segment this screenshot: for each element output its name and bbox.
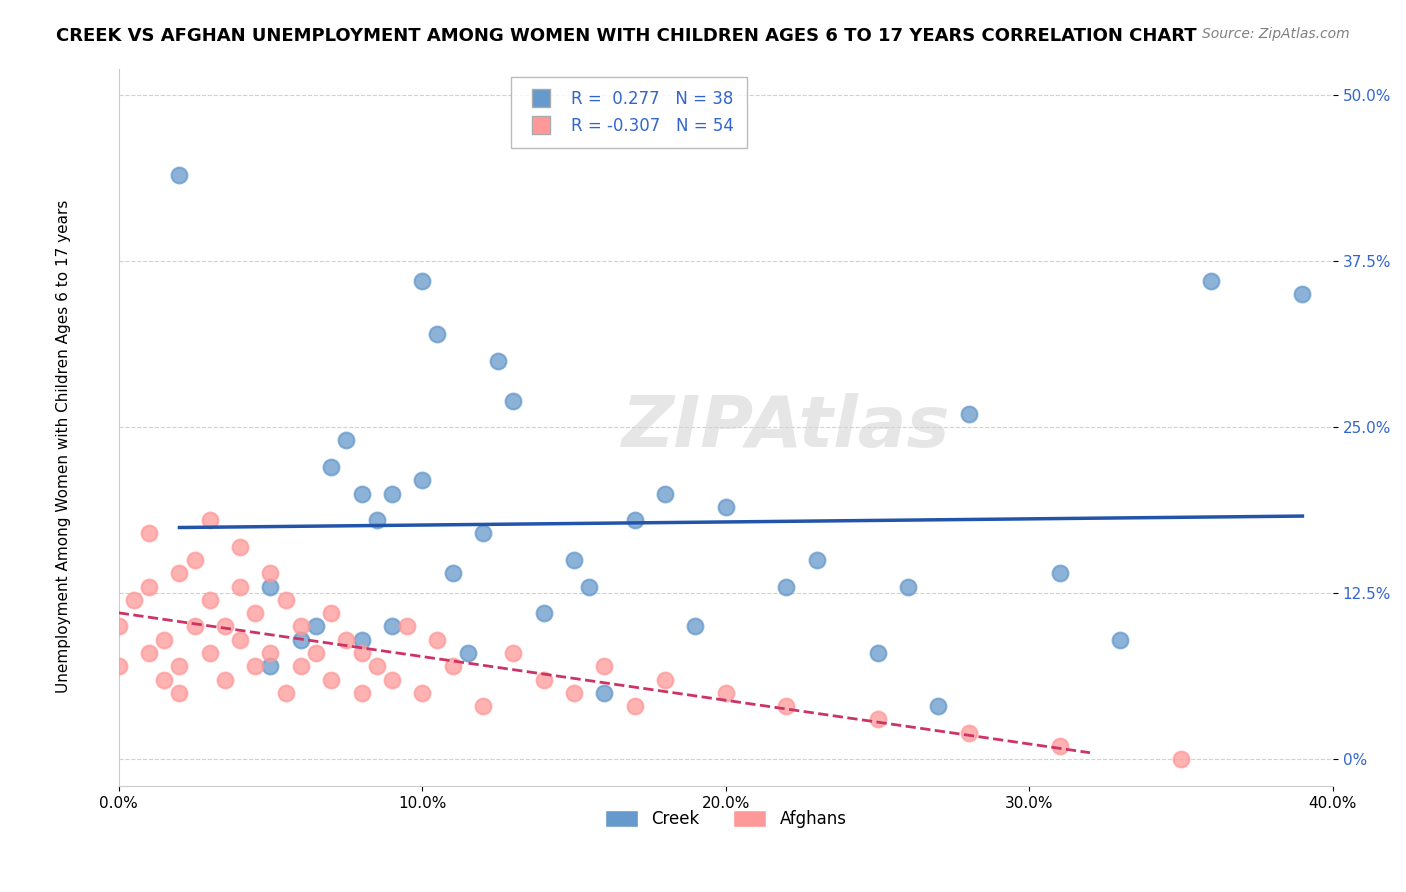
Point — [714, 500, 737, 514]
Point — [229, 540, 252, 554]
Point — [502, 393, 524, 408]
Point — [350, 486, 373, 500]
Text: Unemployment Among Women with Children Ages 6 to 17 years: Unemployment Among Women with Children A… — [56, 199, 70, 693]
Point — [411, 274, 433, 288]
Point — [274, 686, 297, 700]
Point — [305, 646, 328, 660]
Point — [957, 407, 980, 421]
Point — [366, 659, 388, 673]
Point — [245, 606, 267, 620]
Point — [1049, 739, 1071, 753]
Point — [169, 659, 191, 673]
Point — [245, 659, 267, 673]
Point — [259, 659, 281, 673]
Point — [290, 632, 312, 647]
Point — [183, 553, 205, 567]
Point — [274, 592, 297, 607]
Point — [214, 673, 236, 687]
Point — [957, 725, 980, 739]
Point — [153, 673, 176, 687]
Text: CREEK VS AFGHAN UNEMPLOYMENT AMONG WOMEN WITH CHILDREN AGES 6 TO 17 YEARS CORREL: CREEK VS AFGHAN UNEMPLOYMENT AMONG WOMEN… — [56, 27, 1197, 45]
Point — [321, 606, 343, 620]
Text: ZIPAtlas: ZIPAtlas — [623, 392, 950, 462]
Point — [714, 686, 737, 700]
Point — [866, 712, 889, 726]
Point — [290, 659, 312, 673]
Point — [866, 646, 889, 660]
Point — [335, 632, 357, 647]
Point — [335, 434, 357, 448]
Point — [654, 673, 676, 687]
Point — [927, 699, 949, 714]
Point — [153, 632, 176, 647]
Point — [183, 619, 205, 633]
Point — [578, 580, 600, 594]
Point — [471, 526, 494, 541]
Point — [198, 592, 221, 607]
Point — [533, 673, 555, 687]
Point — [623, 699, 645, 714]
Point — [1291, 287, 1313, 301]
Point — [897, 580, 920, 594]
Point — [138, 646, 160, 660]
Point — [138, 580, 160, 594]
Point — [381, 673, 404, 687]
Point — [654, 486, 676, 500]
Point — [396, 619, 419, 633]
Point — [502, 646, 524, 660]
Point — [593, 686, 616, 700]
Point — [1109, 632, 1132, 647]
Text: Source: ZipAtlas.com: Source: ZipAtlas.com — [1202, 27, 1350, 41]
Point — [533, 606, 555, 620]
Point — [169, 566, 191, 581]
Point — [107, 659, 129, 673]
Point — [107, 619, 129, 633]
Point — [411, 686, 433, 700]
Point — [259, 580, 281, 594]
Point — [623, 513, 645, 527]
Point — [426, 632, 449, 647]
Point — [169, 168, 191, 182]
Point — [350, 686, 373, 700]
Point — [593, 659, 616, 673]
Point — [305, 619, 328, 633]
Point — [259, 646, 281, 660]
Point — [321, 673, 343, 687]
Point — [486, 353, 509, 368]
Point — [426, 327, 449, 342]
Point — [411, 473, 433, 487]
Point — [321, 460, 343, 475]
Point — [441, 659, 464, 673]
Point — [138, 526, 160, 541]
Point — [1170, 752, 1192, 766]
Point — [290, 619, 312, 633]
Point — [562, 686, 585, 700]
Point — [381, 486, 404, 500]
Point — [122, 592, 145, 607]
Point — [259, 566, 281, 581]
Point — [685, 619, 707, 633]
Point — [198, 513, 221, 527]
Point — [229, 632, 252, 647]
Point — [775, 580, 797, 594]
Point — [169, 686, 191, 700]
Point — [198, 646, 221, 660]
Point — [471, 699, 494, 714]
Point — [806, 553, 828, 567]
Point — [381, 619, 404, 633]
Legend: Creek, Afghans: Creek, Afghans — [598, 804, 853, 835]
Point — [350, 632, 373, 647]
Point — [1049, 566, 1071, 581]
Point — [214, 619, 236, 633]
Point — [441, 566, 464, 581]
Point — [562, 553, 585, 567]
Point — [366, 513, 388, 527]
Point — [457, 646, 479, 660]
Point — [350, 646, 373, 660]
Point — [229, 580, 252, 594]
Point — [775, 699, 797, 714]
Point — [1201, 274, 1223, 288]
